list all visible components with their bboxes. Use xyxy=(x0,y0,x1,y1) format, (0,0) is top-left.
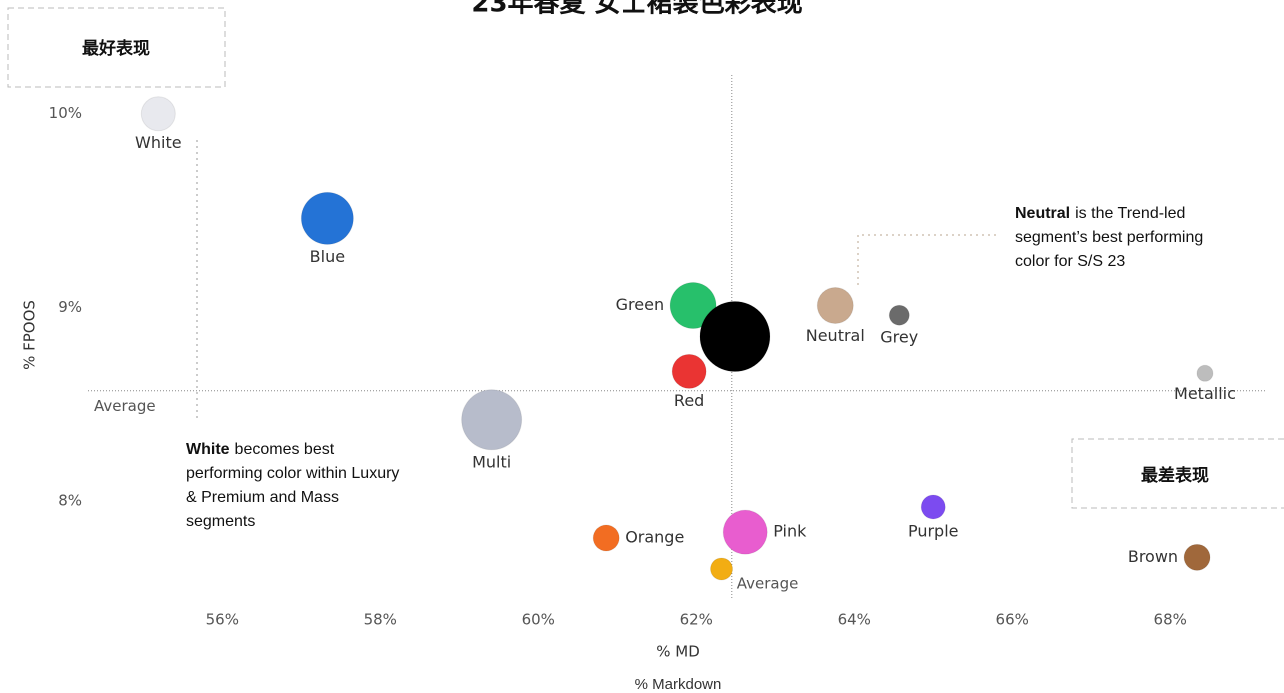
annotation-bold: White xyxy=(186,441,230,458)
y-tick-label: 8% xyxy=(58,492,82,510)
x-tick-label: 64% xyxy=(838,611,871,629)
bubble xyxy=(140,96,176,132)
x-tick-label: 60% xyxy=(522,611,555,629)
bubble xyxy=(888,304,910,326)
bubble xyxy=(722,509,768,555)
annotation: color for S/S 23 xyxy=(1015,253,1125,270)
best-box xyxy=(7,7,226,88)
bubble xyxy=(461,389,523,451)
bubble xyxy=(710,557,734,581)
chart-title: 23年春夏 女士裙装色彩表现 xyxy=(471,0,802,19)
annotation: White becomes best xyxy=(186,441,335,458)
point-label: Red xyxy=(674,391,704,410)
point-label: Grey xyxy=(880,328,918,347)
point-label: Pink xyxy=(773,522,807,541)
bubble xyxy=(699,301,771,372)
bubble xyxy=(1196,364,1214,382)
point-label: Blue xyxy=(310,247,345,266)
point-label: Metallic xyxy=(1174,384,1236,403)
annotation: Neutral is the Trend-led xyxy=(1015,205,1185,222)
x-axis-label: % MD xyxy=(656,643,700,661)
point-label: Neutral xyxy=(806,326,865,345)
point-label: Orange xyxy=(625,527,684,546)
x-tick-label: 66% xyxy=(996,611,1029,629)
point-label: Brown xyxy=(1128,547,1178,566)
leader-line xyxy=(857,234,1000,285)
bubble xyxy=(1183,543,1211,571)
bubble xyxy=(669,282,717,330)
best-label: 最好表现 xyxy=(82,38,150,59)
point-label: White xyxy=(135,133,182,152)
annotation: performing color within Luxury xyxy=(186,465,399,482)
x-tick-label: 56% xyxy=(206,611,239,629)
average-label: Average xyxy=(737,575,799,593)
bubble xyxy=(592,524,620,552)
worst-box xyxy=(1071,438,1284,509)
annotation: segment’s best performing xyxy=(1015,229,1203,246)
annotation: segments xyxy=(186,513,255,530)
point-label: Purple xyxy=(908,521,959,540)
bubble xyxy=(671,353,707,389)
x-tick-label: 62% xyxy=(680,611,713,629)
x-axis-label: % Markdown xyxy=(635,676,722,693)
y-tick-label: 9% xyxy=(58,298,82,316)
x-tick-label: 68% xyxy=(1154,611,1187,629)
bubble xyxy=(816,287,854,325)
bubble xyxy=(300,191,354,245)
annotation-text: is the Trend-led xyxy=(1075,205,1185,222)
y-tick-label: 10% xyxy=(49,104,82,122)
worst-label: 最差表现 xyxy=(1141,465,1209,486)
point-label: Green xyxy=(616,295,664,314)
average-label: Average xyxy=(94,397,156,415)
point-label: Multi xyxy=(472,452,511,471)
x-tick-label: 58% xyxy=(364,611,397,629)
y-axis-label: % FPOOS xyxy=(21,300,39,370)
annotation-text: becomes best xyxy=(235,441,335,458)
bubble xyxy=(920,494,946,520)
annotation-bold: Neutral xyxy=(1015,205,1070,222)
annotation: & Premium and Mass xyxy=(186,489,339,506)
